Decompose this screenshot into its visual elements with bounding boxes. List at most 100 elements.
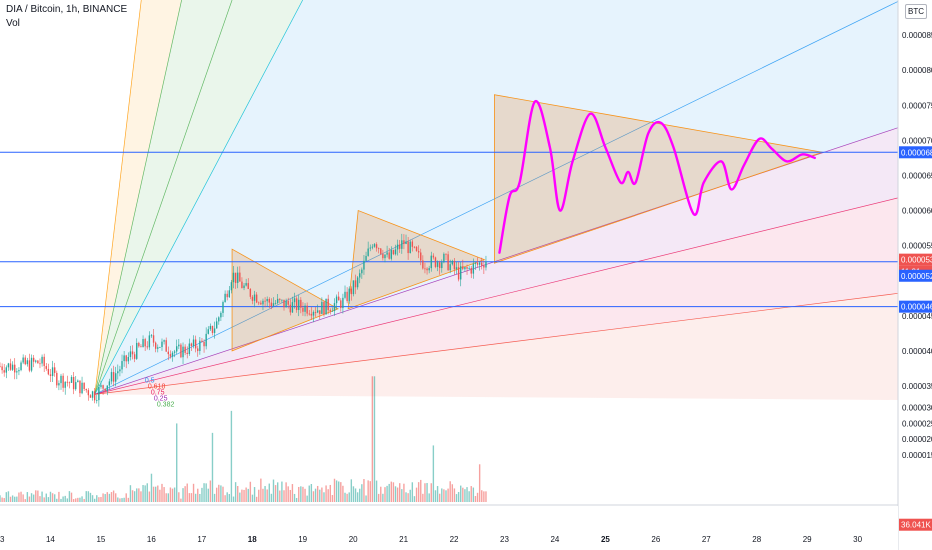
candle-body [340, 300, 342, 309]
volume-bar [356, 492, 359, 502]
candle-body [390, 250, 392, 259]
volume-bar [22, 494, 24, 502]
volume-bar [211, 432, 214, 502]
volume-bar [262, 488, 264, 502]
time-tick-label: 25 [601, 535, 610, 544]
volume-bar [37, 490, 39, 502]
candle-body [157, 347, 159, 349]
price-tick-label: 0.0000800 [902, 66, 932, 75]
level-tag: 0.0000463 [901, 303, 932, 312]
volume-bar [163, 487, 165, 502]
volume-bar [60, 498, 62, 502]
candle-body [399, 244, 401, 249]
candle-body [49, 374, 52, 376]
candle-body [468, 267, 470, 269]
volume-bar [289, 489, 292, 502]
volume-bar [333, 478, 336, 502]
candle-body [350, 288, 353, 295]
volume-bar [11, 495, 14, 502]
candle-body [188, 343, 191, 354]
candle-body [222, 302, 224, 313]
volume-bar [133, 491, 136, 502]
triangle-pattern [347, 209, 486, 310]
volume-bar [396, 487, 399, 502]
volume-bar [182, 488, 184, 502]
volume-bar [253, 487, 256, 502]
volume-bar [98, 497, 100, 502]
candle-body [211, 325, 214, 333]
volume-bar [14, 496, 16, 502]
candle-body [39, 363, 41, 365]
volume-bar [411, 482, 414, 502]
fan-line [94, 292, 899, 395]
volume-bar [365, 495, 367, 502]
fan-line [94, 0, 182, 395]
volume-bar [247, 488, 249, 502]
candle-body [150, 335, 153, 337]
volume-bar [266, 489, 268, 502]
candle-body [258, 302, 260, 304]
volume-bar [251, 494, 254, 502]
volume-bar [117, 497, 119, 502]
volume-bar [152, 486, 155, 502]
volume-bar [232, 496, 235, 502]
volume-bar [274, 485, 277, 502]
candle-body [108, 381, 111, 386]
projected-path [498, 100, 816, 254]
candle-body [441, 262, 443, 269]
time-tick-label: 26 [651, 535, 660, 544]
currency-badge[interactable]: BTC [905, 4, 927, 19]
volume-bar [382, 493, 384, 502]
volume-bar [197, 488, 199, 502]
volume-bar [220, 485, 222, 502]
time-tick-label: 22 [450, 535, 459, 544]
volume-bar [270, 493, 273, 502]
candle-body [306, 305, 308, 314]
volume-bar [399, 483, 401, 502]
candle-body [117, 371, 119, 374]
volume-bar [245, 487, 247, 502]
candle-body [396, 244, 399, 250]
price-tick-label: 0.0000700 [902, 136, 932, 145]
volume-bar [26, 492, 29, 502]
volume-bar [386, 485, 388, 502]
candle-body [237, 272, 239, 283]
volume-bar [104, 494, 106, 502]
candle-body [47, 368, 50, 375]
candle-body [365, 255, 367, 261]
volume-bar [159, 489, 161, 502]
candle-body [241, 281, 243, 289]
candle-body [388, 252, 390, 259]
symbol-title: DIA / Bitcoin, 1h, BINANCE [6, 4, 128, 15]
volume-bar [144, 485, 146, 502]
time-tick-label: 30 [853, 535, 862, 544]
candle-body [354, 280, 357, 288]
volume-bar [243, 489, 245, 502]
candle-body [112, 372, 115, 382]
volume-bar [319, 489, 321, 502]
volume-bar [464, 489, 466, 502]
candle-body [3, 370, 5, 373]
candle-body [312, 312, 315, 316]
price-tick-label: 0.0000750 [902, 101, 932, 110]
volume-bar [470, 486, 472, 502]
volume-bar [213, 493, 216, 502]
candle-body [243, 285, 245, 289]
candle-body [136, 342, 138, 359]
volume-bar [201, 487, 203, 502]
volume-bar [335, 480, 338, 502]
volume-bar [186, 483, 188, 502]
level-tag-bg [899, 146, 932, 159]
candle-body [186, 352, 188, 354]
candle-body [163, 340, 165, 342]
candle-body [37, 360, 39, 364]
candle-body [302, 307, 304, 312]
volume-bar [340, 482, 342, 502]
fan-line [94, 0, 233, 395]
candle-body [159, 347, 161, 348]
volume-tick-label: 0.0000200 [902, 435, 932, 444]
candle-body [462, 266, 464, 270]
volume-last-tag-bg [899, 518, 932, 531]
volume-bar [264, 486, 266, 502]
